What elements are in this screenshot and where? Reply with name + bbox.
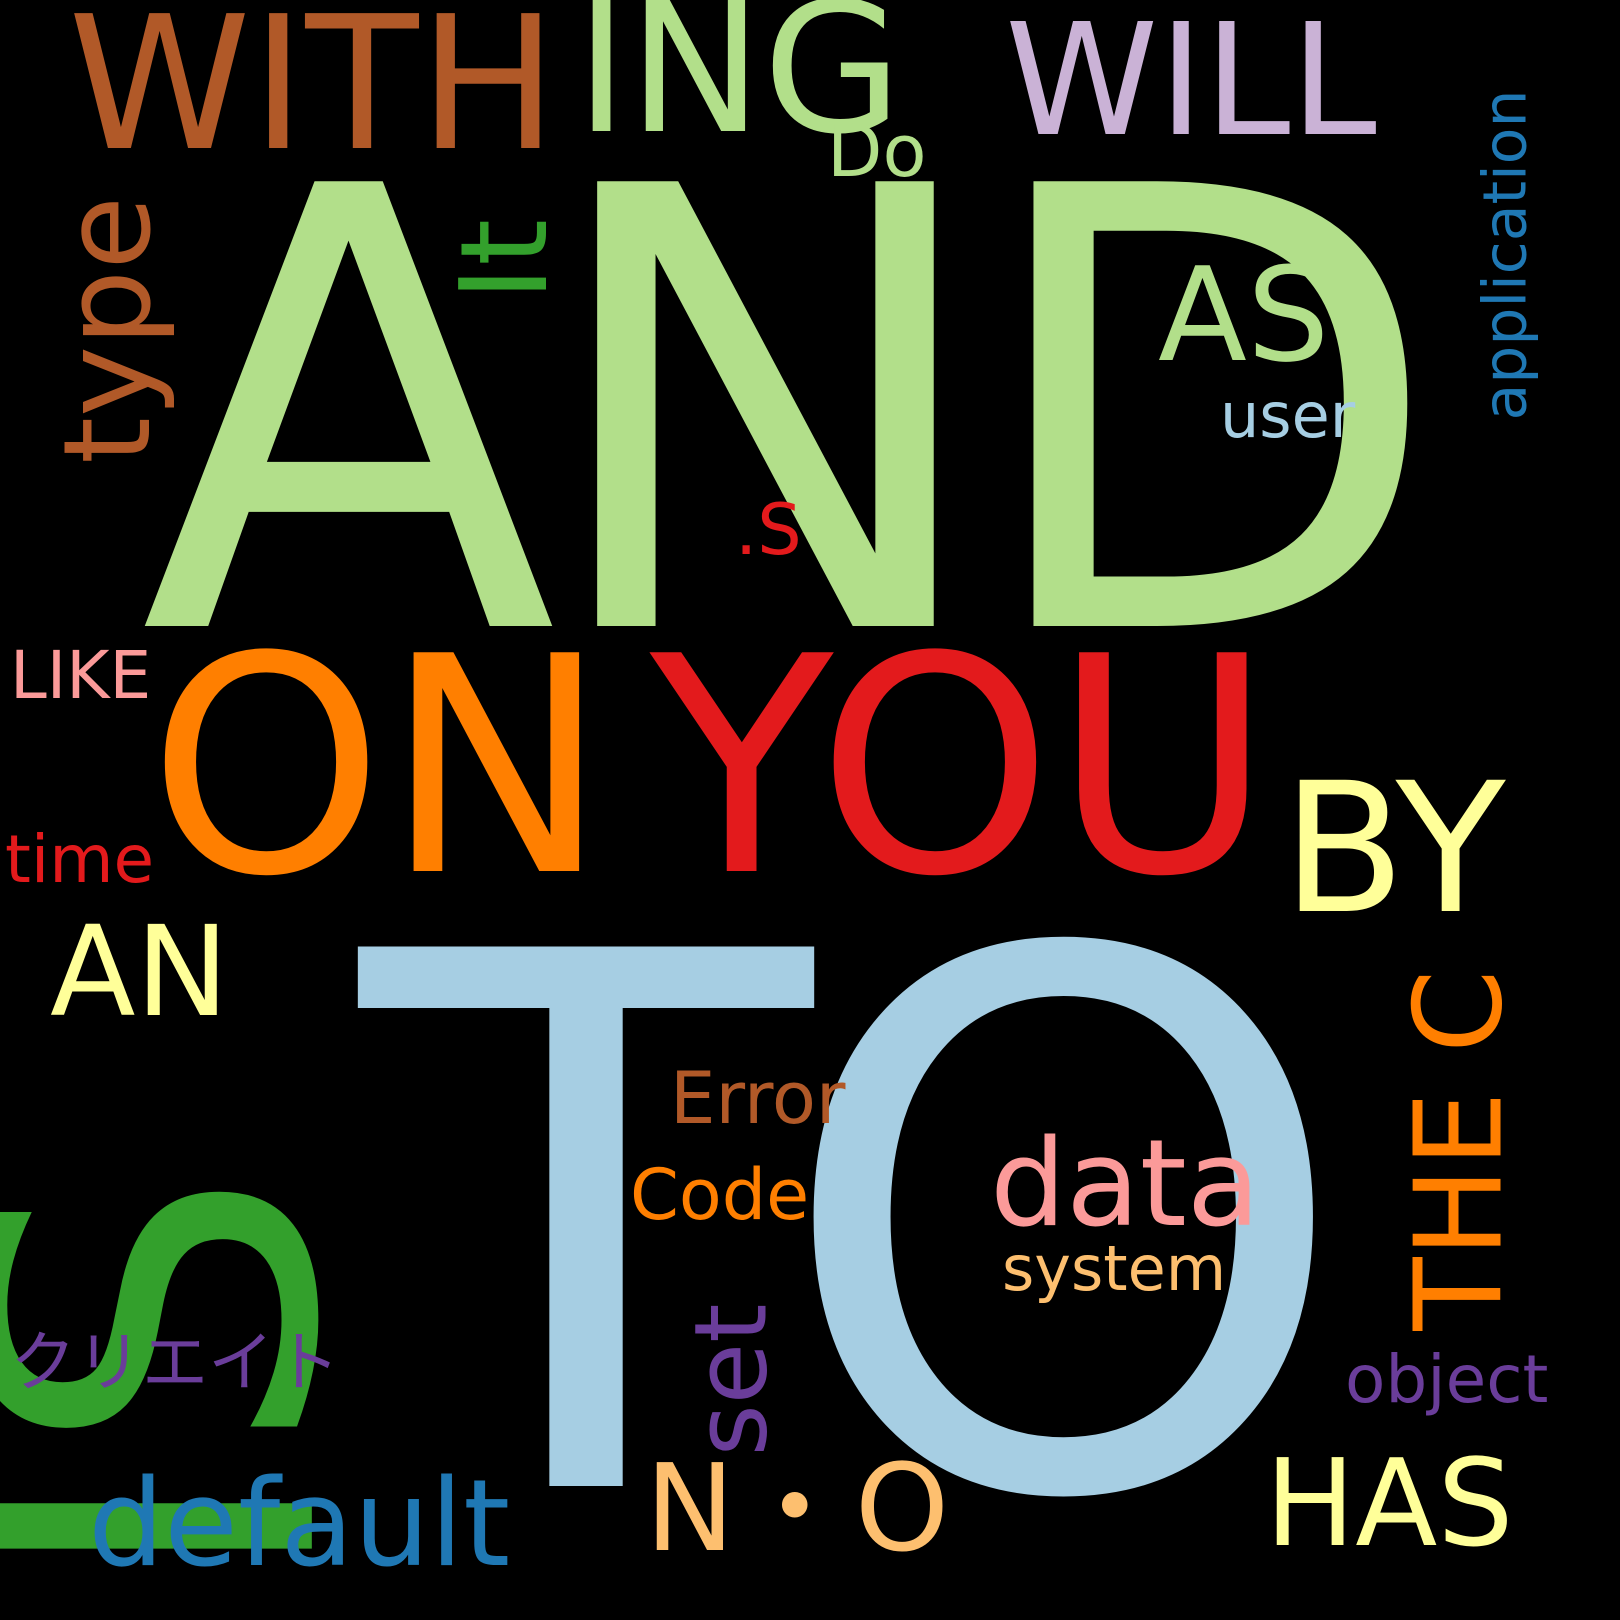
- word-type: type: [39, 195, 179, 465]
- word-will: WILL: [1005, 0, 1377, 171]
- word-time: time: [5, 821, 155, 898]
- word-with: WITH: [68, 0, 558, 192]
- word-as: AS: [1158, 239, 1330, 391]
- word-default: default: [88, 1455, 511, 1594]
- word-dot-s: .S: [735, 489, 802, 571]
- word-and: AND: [140, 60, 1443, 770]
- word-to: TO: [360, 799, 1355, 1620]
- word-ing: ING: [575, 0, 903, 174]
- word-application: application: [1470, 89, 1541, 421]
- word-you: YOU: [650, 593, 1273, 942]
- word-set: set: [672, 1303, 790, 1457]
- word-object: object: [1345, 1341, 1549, 1418]
- word-data: data: [990, 1115, 1261, 1254]
- word-do: Do: [827, 109, 927, 193]
- word-by: BY: [1282, 745, 1506, 954]
- word-the-c: THE C: [1390, 969, 1530, 1331]
- word-has: HAS: [1265, 1435, 1514, 1574]
- word-an: AN: [50, 900, 230, 1045]
- word-n-o: N・O: [645, 1440, 950, 1579]
- word-code: Code: [630, 1154, 810, 1236]
- word-it: It: [436, 218, 576, 302]
- word-on: ON: [148, 593, 609, 942]
- word-like: LIKE: [10, 637, 152, 714]
- word-kurieito: クリエイト: [10, 1324, 340, 1401]
- word-error: Error: [670, 1056, 846, 1140]
- word-user: user: [1220, 379, 1356, 452]
- word-system: system: [1002, 1232, 1227, 1305]
